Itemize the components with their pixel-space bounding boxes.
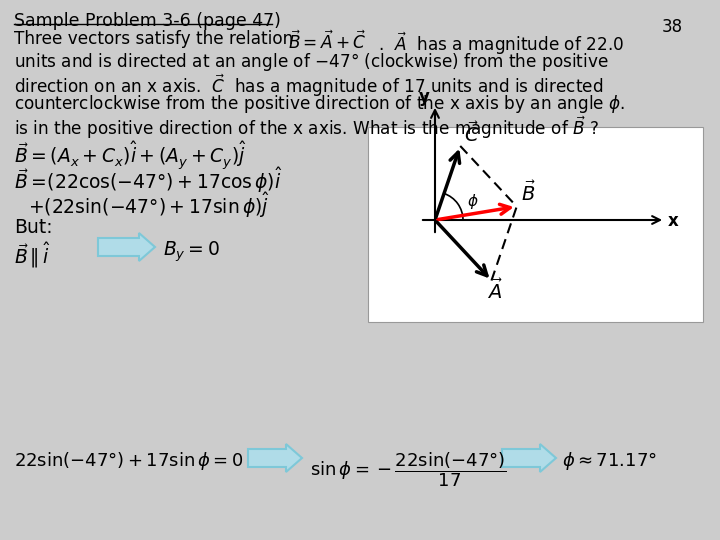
Text: counterclockwise from the positive direction of the x axis by an angle $\phi$.: counterclockwise from the positive direc… [14,93,625,115]
Text: But:: But: [14,218,53,237]
Text: Sample Problem 3-6 (page 47): Sample Problem 3-6 (page 47) [14,12,281,30]
Text: is in the positive direction of the x axis. What is the magnitude of $\vec{B}$ ?: is in the positive direction of the x ax… [14,114,599,140]
Text: $22\sin(-47°)+17\sin\phi=0$: $22\sin(-47°)+17\sin\phi=0$ [14,450,243,472]
Text: $\vec{B}=\vec{A}+\vec{C}$: $\vec{B}=\vec{A}+\vec{C}$ [288,30,366,52]
Text: $\phi\approx71.17°$: $\phi\approx71.17°$ [562,450,657,472]
Text: x: x [668,212,679,230]
Text: 38: 38 [662,18,683,36]
Text: $\vec{B}\,\|\,\hat{i}$: $\vec{B}\,\|\,\hat{i}$ [14,240,50,270]
Text: $+(22\sin(-47°)+17\sin\phi)\hat{j}$: $+(22\sin(-47°)+17\sin\phi)\hat{j}$ [28,190,270,220]
Polygon shape [248,444,302,472]
Polygon shape [98,233,155,261]
Text: $\sin\phi=-\dfrac{22\sin(-47°)}{17}$: $\sin\phi=-\dfrac{22\sin(-47°)}{17}$ [310,450,506,489]
Text: $\vec{B}=(A_x+C_x)\hat{i}+(A_y+C_y)\hat{j}$: $\vec{B}=(A_x+C_x)\hat{i}+(A_y+C_y)\hat{… [14,140,247,172]
Text: $B_y=0$: $B_y=0$ [163,240,220,265]
Polygon shape [502,444,556,472]
Text: $\vec{C}$: $\vec{C}$ [464,122,480,146]
Text: .  $\vec{A}$  has a magnitude of 22.0: . $\vec{A}$ has a magnitude of 22.0 [378,30,624,57]
Text: $\vec{B}=\!(22\cos(-47°)+17\cos\phi)\hat{i}$: $\vec{B}=\!(22\cos(-47°)+17\cos\phi)\hat… [14,165,282,195]
Text: y: y [419,88,430,106]
Text: $\phi$: $\phi$ [467,192,479,211]
Text: Three vectors satisfy the relation: Three vectors satisfy the relation [14,30,293,48]
Text: units and is directed at an angle of $-47°$ (clockwise) from the positive: units and is directed at an angle of $-4… [14,51,608,73]
Text: direction on an x axis.  $\vec{C}$  has a magnitude of 17 units and is directed: direction on an x axis. $\vec{C}$ has a … [14,72,603,98]
Polygon shape [368,127,703,322]
Text: $\vec{A}$: $\vec{A}$ [487,278,503,302]
Text: $\vec{B}$: $\vec{B}$ [521,180,536,205]
